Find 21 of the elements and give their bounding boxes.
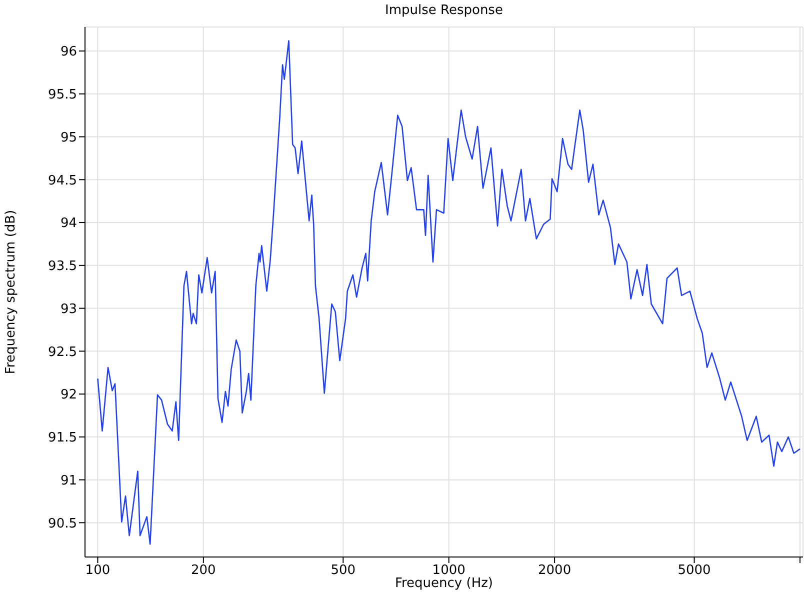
x-tick-label: 2000 [538,563,572,578]
x-tick-label: 100 [85,563,110,578]
x-tick-label: 500 [330,563,356,578]
y-tick-label: 92 [60,388,77,403]
y-tick-label: 95.5 [48,88,77,103]
x-tick-label: 200 [191,563,216,578]
y-tick-label: 91.5 [48,430,77,446]
y-tick-label: 93 [60,302,77,317]
x-tick-label: 1000 [432,563,466,578]
y-tick-label: 95 [60,130,77,146]
y-tick-label: 91 [60,473,77,488]
y-tick-label: 96 [60,44,77,60]
y-tick-label: 94.5 [48,173,77,188]
y-axis-title: Frequency spectrum (dB) [4,210,19,374]
y-tick-label: 94 [60,216,77,232]
chart-title: Impulse Response [384,3,504,18]
x-tick-label: 5000 [678,563,711,578]
y-tick-label: 93.5 [48,259,77,274]
x-axis-title: Frequency (Hz) [394,576,494,591]
y-tick-label: 90.5 [48,516,77,532]
y-tick-label: 92.5 [48,344,77,360]
